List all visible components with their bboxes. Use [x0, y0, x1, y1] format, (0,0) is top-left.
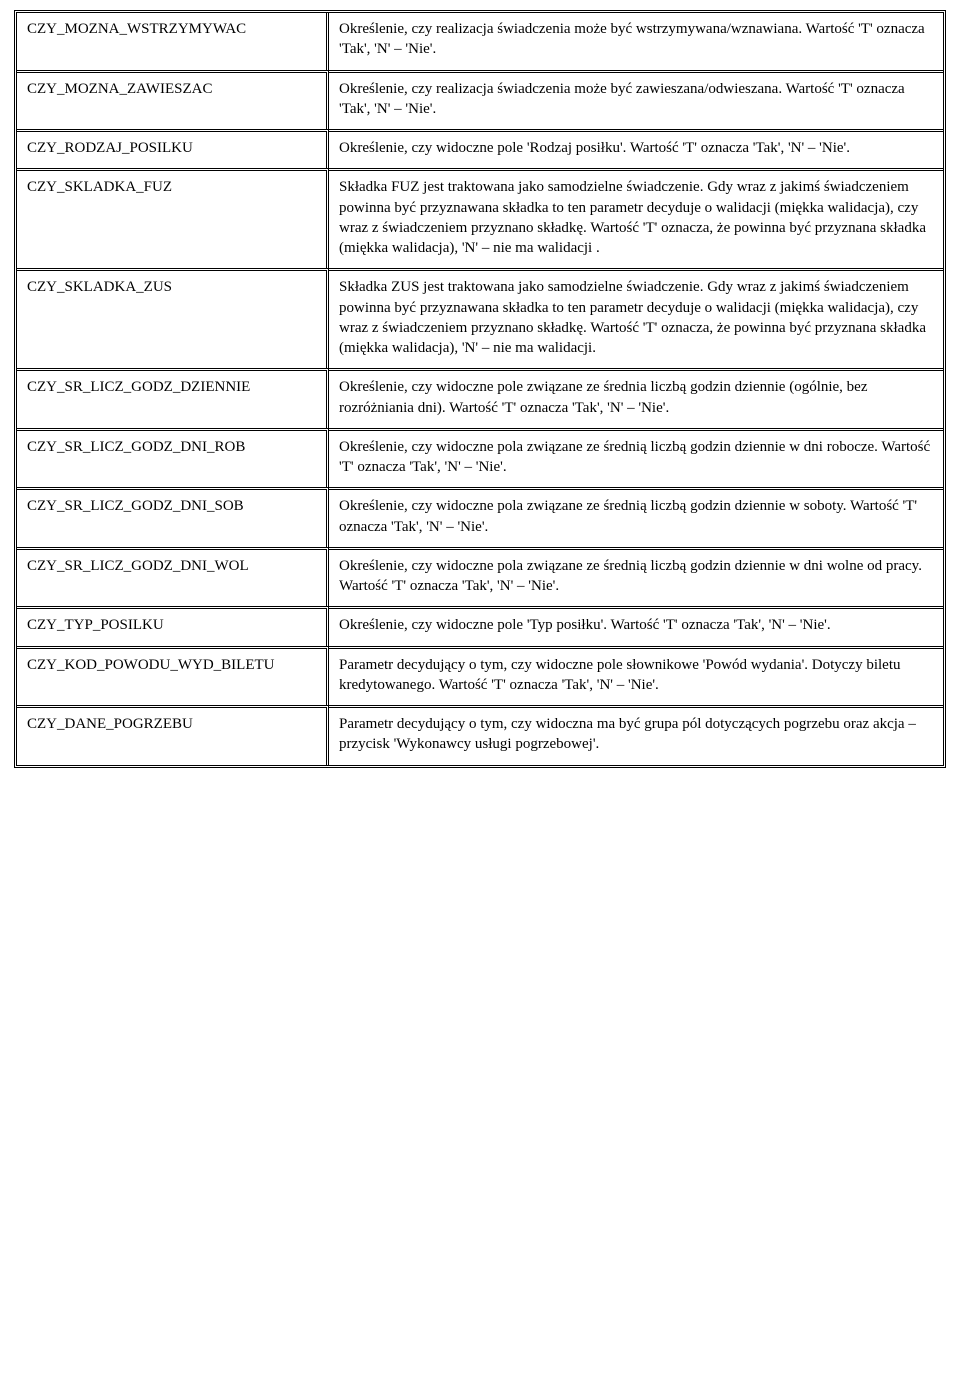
param-desc-cell: Określenie, czy widoczne pola związane z…: [329, 428, 943, 488]
param-key: CZY_MOZNA_WSTRZYMYWAC: [27, 21, 246, 37]
param-key-cell: CZY_MOZNA_ZAWIESZAC: [17, 70, 329, 130]
param-key-cell: CZY_RODZAJ_POSILKU: [17, 129, 329, 168]
param-desc: Parametr decydujący o tym, czy widoczna …: [339, 716, 916, 752]
param-desc-cell: Określenie, czy widoczne pole związane z…: [329, 368, 943, 428]
parameter-table: CZY_MOZNA_WSTRZYMYWAC Określenie, czy re…: [17, 13, 943, 765]
param-key: CZY_TYP_POSILKU: [27, 617, 164, 633]
param-key-cell: CZY_SR_LICZ_GODZ_DNI_WOL: [17, 547, 329, 607]
param-desc: Określenie, czy widoczne pole 'Typ posił…: [339, 617, 831, 633]
param-desc: Określenie, czy widoczne pola związane z…: [339, 439, 930, 475]
param-key: CZY_SR_LICZ_GODZ_DNI_ROB: [27, 439, 245, 455]
param-desc-cell: Parametr decydujący o tym, czy widoczna …: [329, 705, 943, 765]
param-desc: Określenie, czy widoczne pola związane z…: [339, 498, 917, 534]
param-desc-cell: Składka FUZ jest traktowana jako samodzi…: [329, 168, 943, 268]
param-desc: Określenie, czy widoczne pola związane z…: [339, 558, 922, 594]
table-row: CZY_RODZAJ_POSILKU Określenie, czy widoc…: [17, 129, 943, 168]
parameter-table-wrapper: CZY_MOZNA_WSTRZYMYWAC Określenie, czy re…: [14, 10, 946, 768]
param-desc: Określenie, czy widoczne pole 'Rodzaj po…: [339, 140, 850, 156]
param-desc-cell: Określenie, czy widoczne pole 'Typ posił…: [329, 606, 943, 645]
param-desc-cell: Określenie, czy widoczne pola związane z…: [329, 487, 943, 547]
table-row: CZY_SR_LICZ_GODZ_DZIENNIE Określenie, cz…: [17, 368, 943, 428]
param-key: CZY_DANE_POGRZEBU: [27, 716, 193, 732]
param-key-cell: CZY_SR_LICZ_GODZ_DNI_SOB: [17, 487, 329, 547]
table-row: CZY_MOZNA_ZAWIESZAC Określenie, czy real…: [17, 70, 943, 130]
table-row: CZY_SKLADKA_ZUS Składka ZUS jest traktow…: [17, 268, 943, 368]
param-desc: Określenie, czy realizacja świadczenia m…: [339, 81, 905, 117]
param-key: CZY_SR_LICZ_GODZ_DZIENNIE: [27, 379, 250, 395]
param-key-cell: CZY_MOZNA_WSTRZYMYWAC: [17, 13, 329, 70]
param-desc: Określenie, czy realizacja świadczenia m…: [339, 21, 925, 57]
param-desc: Składka FUZ jest traktowana jako samodzi…: [339, 179, 926, 256]
param-desc: Określenie, czy widoczne pole związane z…: [339, 379, 868, 415]
param-key: CZY_SKLADKA_FUZ: [27, 179, 172, 195]
table-row: CZY_SR_LICZ_GODZ_DNI_WOL Określenie, czy…: [17, 547, 943, 607]
param-desc-cell: Określenie, czy realizacja świadczenia m…: [329, 70, 943, 130]
param-key: CZY_MOZNA_ZAWIESZAC: [27, 81, 212, 97]
param-key-cell: CZY_SR_LICZ_GODZ_DZIENNIE: [17, 368, 329, 428]
table-row: CZY_DANE_POGRZEBU Parametr decydujący o …: [17, 705, 943, 765]
param-key-cell: CZY_DANE_POGRZEBU: [17, 705, 329, 765]
table-row: CZY_MOZNA_WSTRZYMYWAC Określenie, czy re…: [17, 13, 943, 70]
page: CZY_MOZNA_WSTRZYMYWAC Określenie, czy re…: [0, 0, 960, 788]
param-key-cell: CZY_SR_LICZ_GODZ_DNI_ROB: [17, 428, 329, 488]
param-key: CZY_KOD_POWODU_WYD_BILETU: [27, 657, 274, 673]
param-key-cell: CZY_KOD_POWODU_WYD_BILETU: [17, 646, 329, 706]
param-desc-cell: Parametr decydujący o tym, czy widoczne …: [329, 646, 943, 706]
param-key: CZY_RODZAJ_POSILKU: [27, 140, 193, 156]
table-row: CZY_TYP_POSILKU Określenie, czy widoczne…: [17, 606, 943, 645]
param-key-cell: CZY_SKLADKA_FUZ: [17, 168, 329, 268]
param-key-cell: CZY_SKLADKA_ZUS: [17, 268, 329, 368]
param-key: CZY_SR_LICZ_GODZ_DNI_WOL: [27, 558, 249, 574]
table-row: CZY_SKLADKA_FUZ Składka FUZ jest traktow…: [17, 168, 943, 268]
param-desc: Składka ZUS jest traktowana jako samodzi…: [339, 279, 926, 356]
param-key: CZY_SR_LICZ_GODZ_DNI_SOB: [27, 498, 244, 514]
table-body: CZY_MOZNA_WSTRZYMYWAC Określenie, czy re…: [17, 13, 943, 765]
table-row: CZY_SR_LICZ_GODZ_DNI_SOB Określenie, czy…: [17, 487, 943, 547]
param-desc-cell: Określenie, czy realizacja świadczenia m…: [329, 13, 943, 70]
param-desc-cell: Składka ZUS jest traktowana jako samodzi…: [329, 268, 943, 368]
param-desc-cell: Określenie, czy widoczne pola związane z…: [329, 547, 943, 607]
table-row: CZY_KOD_POWODU_WYD_BILETU Parametr decyd…: [17, 646, 943, 706]
param-desc: Parametr decydujący o tym, czy widoczne …: [339, 657, 901, 693]
param-key: CZY_SKLADKA_ZUS: [27, 279, 172, 295]
param-desc-cell: Określenie, czy widoczne pole 'Rodzaj po…: [329, 129, 943, 168]
table-row: CZY_SR_LICZ_GODZ_DNI_ROB Określenie, czy…: [17, 428, 943, 488]
param-key-cell: CZY_TYP_POSILKU: [17, 606, 329, 645]
